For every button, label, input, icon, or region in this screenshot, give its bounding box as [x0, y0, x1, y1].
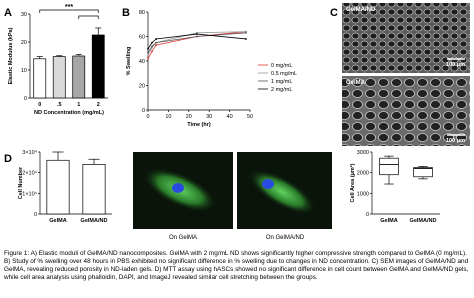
y-tick-label: 60 — [139, 35, 145, 41]
bar — [46, 159, 70, 215]
sem-label: GelMA/ND — [346, 7, 376, 13]
panel-label: D — [4, 153, 12, 165]
bar — [82, 164, 106, 215]
caption: Figure 1: A) Elastic moduli of GelMA/ND … — [4, 250, 469, 281]
point — [196, 35, 198, 38]
y-tick-label: 0 — [366, 212, 369, 218]
y-tick-label: 40 — [139, 59, 145, 65]
point — [245, 38, 247, 40]
x-tick-label: 10 — [165, 114, 171, 120]
significance-label: *** — [65, 4, 73, 11]
panel-label: B — [122, 7, 130, 19]
y-tick-label: 30 — [21, 12, 27, 18]
y-tick-label: 10 — [21, 68, 27, 74]
box — [413, 167, 433, 178]
point — [155, 38, 158, 40]
x-tick-label: 30 — [206, 114, 212, 120]
legend-label: 0.5 mg/mL — [271, 71, 297, 77]
x-tick-label: 50 — [247, 114, 253, 120]
x-axis-label: ND Concentration (mg/mL) — [34, 110, 104, 116]
x-axis-label: Time (hr) — [187, 122, 211, 128]
bar — [52, 56, 66, 99]
point — [155, 41, 158, 44]
sem-label: GelMA — [346, 80, 366, 86]
sem-image — [342, 3, 470, 73]
point — [151, 50, 153, 53]
y-tick-label: 1000 — [357, 191, 369, 197]
y-axis-label: % Swelling — [126, 47, 132, 76]
scale-label: 100 μm — [446, 62, 465, 68]
significance-bracket — [78, 15, 99, 19]
point — [147, 51, 149, 54]
series-line — [147, 31, 246, 56]
panel-label: A — [4, 7, 12, 19]
y-tick-label: 2×10⁴ — [22, 170, 37, 177]
image-label: On GelMA/ND — [266, 235, 305, 241]
x-tick-label: 20 — [186, 114, 192, 120]
y-tick-label: 20 — [139, 84, 145, 90]
x-tick-label: GelMA/ND — [81, 218, 108, 224]
bar — [91, 34, 105, 99]
y-tick-label: 1×10⁴ — [22, 190, 37, 197]
point — [151, 41, 153, 44]
point — [147, 57, 149, 60]
bar — [33, 58, 47, 99]
point — [245, 31, 247, 34]
y-axis-label: Cell Number — [18, 166, 24, 199]
point — [147, 47, 149, 50]
x-tick-label: GelMA — [380, 218, 397, 224]
legend-label: 0 mg/mL — [271, 63, 292, 69]
x-tick-label: .5 — [57, 102, 62, 108]
y-tick-label: 3000 — [357, 150, 369, 156]
x-tick-label: GelMA/ND — [410, 218, 437, 224]
panel-label: C — [330, 7, 338, 19]
y-tick-label: 2000 — [357, 171, 369, 177]
legend-label: 1 mg/mL — [271, 79, 292, 85]
x-tick-label: 0 — [146, 114, 149, 120]
point — [196, 33, 198, 35]
y-tick-label: 0 — [142, 108, 145, 114]
point — [151, 45, 153, 48]
y-axis-label: Cell Area (μm²) — [349, 163, 356, 202]
y-tick-label: 0 — [34, 212, 37, 218]
y-tick-label: 80 — [139, 10, 145, 16]
point — [155, 44, 158, 46]
nucleus — [262, 179, 274, 189]
y-tick-label: 20 — [21, 40, 27, 46]
box — [379, 157, 399, 176]
nucleus — [172, 183, 184, 193]
y-tick-label: 3×10⁴ — [22, 149, 37, 156]
bar — [72, 55, 86, 99]
y-axis-label: Elastic Modulus (kPa) — [8, 27, 14, 84]
x-tick-label: 1 — [77, 102, 80, 108]
figure-panels: A B C D GelMA/ND GelMA 100 μm 100 μm On … — [4, 3, 470, 241]
point — [147, 53, 149, 56]
x-tick-label: 2 — [97, 102, 100, 108]
x-tick-label: 0 — [38, 102, 41, 108]
x-tick-label: 40 — [227, 114, 233, 120]
y-tick-label: 0 — [24, 96, 27, 102]
x-tick-label: GelMA — [49, 218, 66, 224]
image-label: On GelMA — [169, 235, 197, 241]
scale-label: 100 μm — [446, 138, 465, 144]
significance-bracket — [39, 9, 99, 13]
legend-label: 2 mg/mL — [271, 87, 292, 93]
